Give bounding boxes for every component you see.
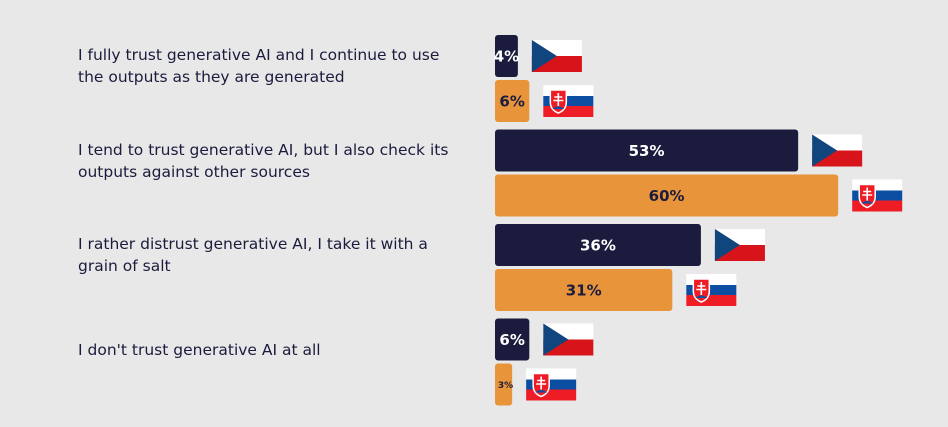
value-label: 6% — [499, 93, 524, 111]
flag — [812, 134, 863, 167]
category-label: I don't trust generative AI at all — [78, 340, 321, 359]
bar — [495, 129, 799, 172]
flag — [714, 229, 765, 261]
bar — [495, 224, 701, 266]
value-label: 60% — [649, 187, 685, 205]
flag — [685, 273, 738, 307]
value-label: 4% — [494, 48, 519, 66]
flag — [531, 40, 582, 72]
flag — [851, 178, 904, 213]
category-label: I fully trust generative AI and I contin… — [78, 46, 440, 86]
bar — [495, 35, 518, 77]
value-label: 3% — [498, 381, 513, 391]
bar — [495, 363, 513, 406]
bar — [495, 318, 530, 361]
flag — [543, 323, 594, 356]
bar — [495, 80, 530, 122]
flag — [525, 367, 577, 402]
category-label: I tend to trust generative AI, but I als… — [78, 140, 449, 181]
value-label: 6% — [499, 331, 524, 349]
bar — [495, 269, 673, 311]
category-label: I rather distrust generative AI, I take … — [78, 235, 428, 275]
value-label: 31% — [566, 282, 602, 300]
value-label: 36% — [580, 237, 616, 255]
value-label: 53% — [629, 142, 665, 160]
bar — [495, 174, 839, 217]
flag — [542, 84, 595, 118]
